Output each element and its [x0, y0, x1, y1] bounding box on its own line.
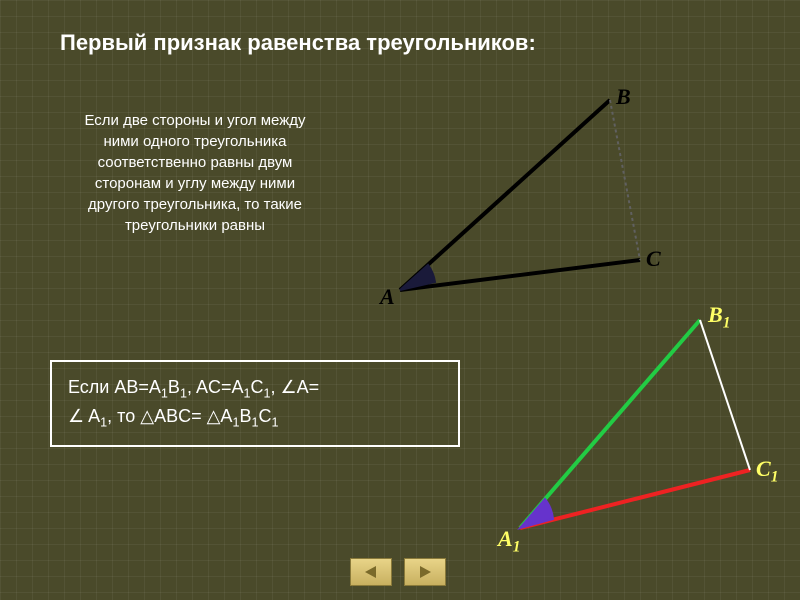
side-A1C1 [520, 470, 750, 528]
next-icon [416, 564, 434, 580]
triangle-diagram-1: A B C [380, 90, 670, 305]
vertex-label-C1: C1 [756, 456, 778, 486]
side-BC [610, 100, 640, 260]
side-AB [400, 100, 610, 290]
f-t5: , ∠A= [271, 377, 320, 397]
f-s4: 1 [264, 387, 271, 401]
f-s7: 1 [251, 416, 258, 430]
f-t2: B [168, 377, 180, 397]
vertex-label-A1: A1 [498, 526, 520, 556]
side-AC [400, 260, 640, 290]
triangle-1-svg [380, 90, 670, 305]
triangle-2-svg [480, 310, 780, 545]
angle-arc-A1 [520, 499, 553, 528]
vertex-label-C: C [646, 246, 661, 272]
slide-title: Первый признак равенства треугольников: [60, 30, 536, 56]
vertex-C1-sub: 1 [771, 468, 779, 485]
f-s3: 1 [243, 387, 250, 401]
theorem-text: Если две стороны и угол между ними одног… [70, 110, 320, 236]
vertex-label-A: A [380, 284, 395, 310]
f-s2: 1 [180, 387, 187, 401]
next-button[interactable] [404, 558, 446, 586]
f-t4: C [251, 377, 264, 397]
prev-button[interactable] [350, 558, 392, 586]
vertex-label-B1: B1 [708, 302, 730, 332]
nav-buttons [350, 558, 446, 586]
f-t8: B [239, 406, 251, 426]
f-s8: 1 [272, 416, 279, 430]
vertex-C1-letter: C [756, 456, 771, 481]
f-t6: ∠ A [68, 406, 100, 426]
f-t3: , AC=A [187, 377, 244, 397]
f-t7: , то △ABC= △A [107, 406, 232, 426]
side-A1B1 [520, 320, 700, 528]
side-B1C1 [700, 320, 750, 470]
f-t9: C [259, 406, 272, 426]
vertex-B1-sub: 1 [723, 314, 731, 331]
formula-box: Если AB=A1B1, AC=A1C1, ∠A= ∠ A1, то △ABC… [50, 360, 460, 447]
prev-icon [362, 564, 380, 580]
vertex-B1-letter: B [708, 302, 723, 327]
vertex-A1-letter: A [498, 526, 513, 551]
triangle-diagram-2: A1 B1 C1 [480, 310, 780, 540]
vertex-A1-sub: 1 [513, 538, 521, 555]
f-s1: 1 [161, 387, 168, 401]
f-t1: Если AB=A [68, 377, 161, 397]
vertex-label-B: B [616, 84, 631, 110]
